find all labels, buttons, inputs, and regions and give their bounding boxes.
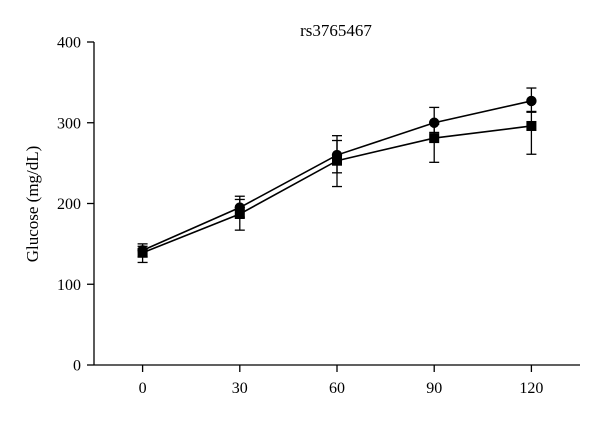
y-tick-label: 200 — [57, 196, 81, 213]
y-tick-label: 100 — [57, 277, 81, 294]
y-axis-ticks: 0 100 200 300 400 — [57, 35, 94, 375]
x-axis-ticks: 0 30 60 90 120 — [139, 365, 543, 397]
y-tick-label: 400 — [57, 35, 81, 52]
data-point-square — [526, 120, 537, 131]
data-point-square — [137, 247, 148, 258]
y-tick-label: 0 — [73, 358, 81, 375]
chart-title: rs3765467 — [300, 21, 372, 40]
data-point-circle — [429, 117, 440, 128]
x-tick-label: 60 — [329, 380, 345, 397]
series-layer — [137, 87, 537, 264]
data-point-square — [332, 155, 342, 166]
x-tick-label: 30 — [232, 380, 248, 397]
x-tick-label: 120 — [519, 380, 543, 397]
x-tick-label: 90 — [426, 380, 442, 397]
data-point-square — [429, 133, 440, 144]
y-tick-label: 300 — [57, 115, 81, 132]
x-tick-label: 0 — [139, 380, 147, 397]
y-axis-label: Glucose (mg/dL) — [23, 146, 42, 263]
data-point-square — [234, 208, 245, 219]
series-2-square — [137, 110, 537, 264]
data-point-circle — [526, 95, 537, 107]
